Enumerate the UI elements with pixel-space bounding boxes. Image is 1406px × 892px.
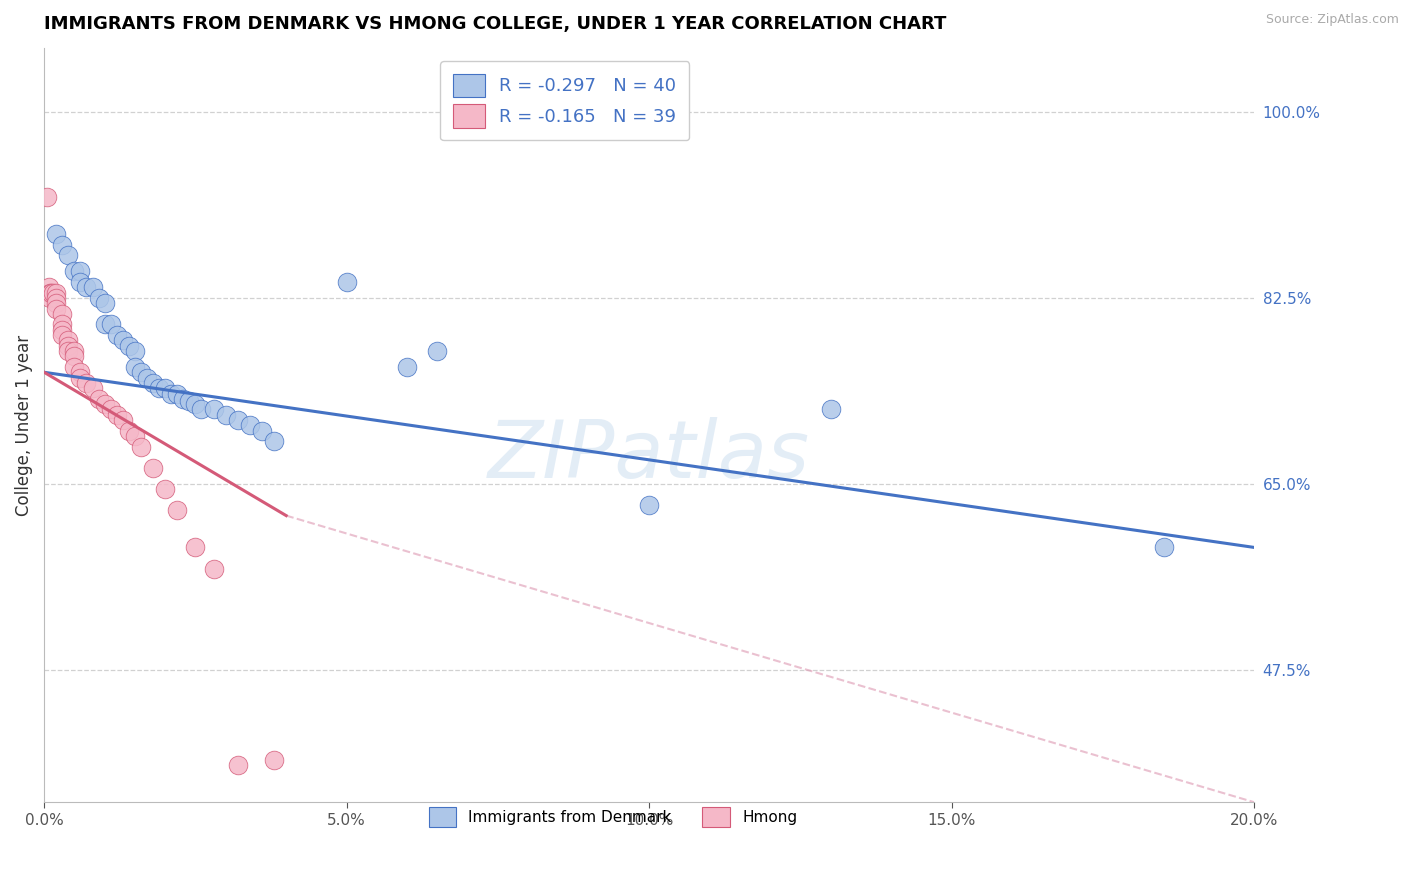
Point	[263, 434, 285, 449]
Point	[166, 386, 188, 401]
Point	[111, 334, 134, 348]
Point	[63, 264, 86, 278]
Point	[124, 359, 146, 374]
Point	[226, 758, 249, 772]
Point	[39, 291, 62, 305]
Point	[142, 460, 165, 475]
Point	[105, 408, 128, 422]
Point	[118, 424, 141, 438]
Point	[58, 334, 80, 348]
Point	[93, 296, 115, 310]
Point	[51, 328, 73, 343]
Point	[172, 392, 194, 406]
Point	[153, 381, 176, 395]
Point	[69, 264, 91, 278]
Point	[58, 248, 80, 262]
Point	[638, 498, 661, 512]
Point	[214, 408, 236, 422]
Point	[166, 503, 188, 517]
Point	[51, 307, 73, 321]
Point	[87, 291, 110, 305]
Text: Source: ZipAtlas.com: Source: ZipAtlas.com	[1265, 13, 1399, 27]
Point	[129, 365, 152, 379]
Point	[51, 238, 73, 252]
Point	[111, 413, 134, 427]
Point	[263, 753, 285, 767]
Point	[51, 323, 73, 337]
Point	[336, 275, 359, 289]
Point	[42, 285, 65, 300]
Point	[51, 318, 73, 332]
Point	[37, 190, 59, 204]
Point	[179, 393, 201, 408]
Point	[69, 365, 91, 379]
Point	[58, 344, 80, 359]
Point	[69, 370, 91, 384]
Text: ZIPatlas: ZIPatlas	[488, 417, 810, 494]
Point	[396, 359, 419, 374]
Point	[118, 339, 141, 353]
Point	[93, 318, 115, 332]
Point	[426, 344, 449, 359]
Point	[93, 397, 115, 411]
Point	[160, 386, 183, 401]
Point	[124, 344, 146, 359]
Point	[105, 328, 128, 343]
Point	[136, 370, 159, 384]
Point	[45, 301, 67, 316]
Point	[202, 562, 225, 576]
Point	[1153, 541, 1175, 555]
Point	[202, 402, 225, 417]
Point	[82, 381, 104, 395]
Point	[184, 397, 207, 411]
Point	[142, 376, 165, 390]
Y-axis label: College, Under 1 year: College, Under 1 year	[15, 334, 32, 516]
Point	[69, 275, 91, 289]
Point	[45, 285, 67, 300]
Point	[76, 280, 98, 294]
Point	[124, 429, 146, 443]
Point	[82, 280, 104, 294]
Point	[63, 359, 86, 374]
Point	[250, 424, 273, 438]
Point	[820, 402, 842, 417]
Point	[153, 482, 176, 496]
Point	[39, 285, 62, 300]
Point	[63, 344, 86, 359]
Point	[45, 296, 67, 310]
Point	[148, 381, 170, 395]
Point	[63, 349, 86, 363]
Point	[226, 413, 249, 427]
Point	[129, 440, 152, 454]
Legend: Immigrants from Denmark, Hmong: Immigrants from Denmark, Hmong	[419, 798, 807, 836]
Point	[100, 318, 122, 332]
Point	[58, 339, 80, 353]
Point	[87, 392, 110, 406]
Point	[38, 280, 60, 294]
Point	[239, 418, 262, 433]
Point	[190, 402, 212, 417]
Point	[45, 227, 67, 242]
Text: IMMIGRANTS FROM DENMARK VS HMONG COLLEGE, UNDER 1 YEAR CORRELATION CHART: IMMIGRANTS FROM DENMARK VS HMONG COLLEGE…	[44, 15, 946, 33]
Point	[76, 376, 98, 390]
Point	[100, 402, 122, 417]
Point	[45, 291, 67, 305]
Point	[41, 285, 63, 300]
Point	[184, 541, 207, 555]
